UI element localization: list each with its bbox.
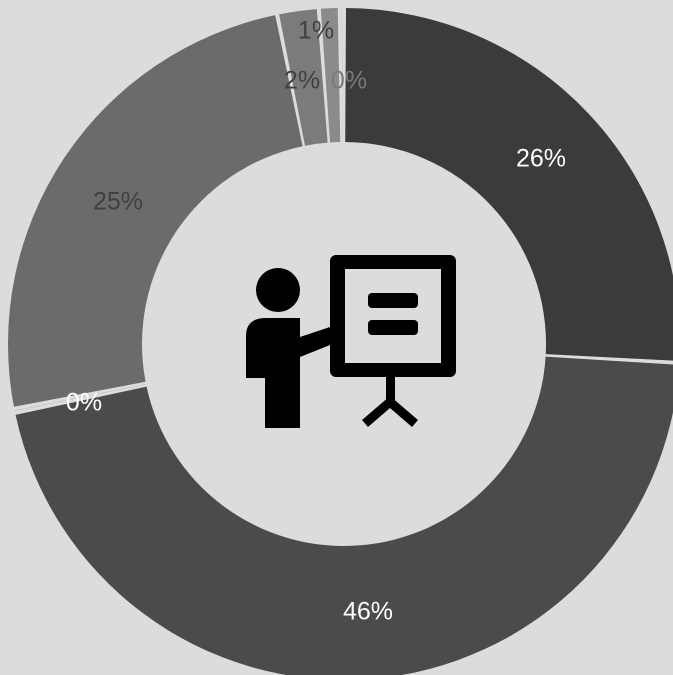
slice-label: 2% [284, 67, 320, 95]
slice-label: 1% [298, 17, 334, 45]
donut-slice [320, 8, 341, 143]
presentation-icon [246, 255, 456, 428]
donut-slice [15, 356, 673, 675]
donut-slice [279, 9, 328, 146]
donut-slice [341, 8, 343, 143]
labels-group: 26% 46% 0% 25% 2% 1% 0% [66, 17, 566, 626]
slice-label: 46% [343, 598, 393, 626]
slice-label: 25% [93, 188, 143, 216]
slice-label: 26% [516, 145, 566, 173]
slice-label: 0% [66, 389, 102, 417]
donut-slice [7, 15, 303, 407]
slices-group [7, 8, 673, 675]
slice-label: 0% [331, 67, 367, 95]
donut-slice [14, 384, 147, 411]
donut-slice [345, 8, 673, 361]
